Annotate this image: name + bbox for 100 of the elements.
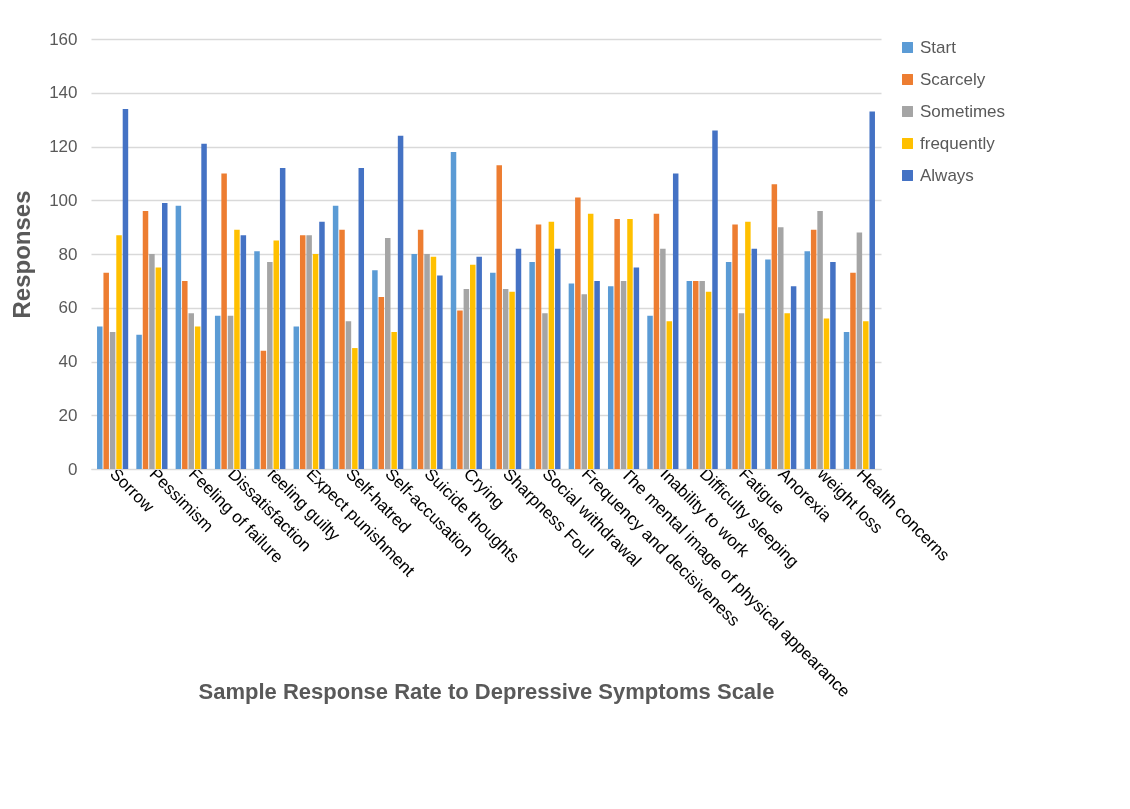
bar bbox=[234, 229, 240, 469]
bar bbox=[437, 275, 443, 469]
bar bbox=[149, 254, 155, 469]
bar bbox=[97, 326, 103, 469]
bar bbox=[109, 331, 116, 469]
bar bbox=[384, 237, 391, 469]
bar bbox=[293, 326, 300, 469]
y-tick-label: 140 bbox=[49, 83, 78, 103]
bar bbox=[830, 262, 836, 469]
bar bbox=[633, 267, 640, 469]
bar bbox=[542, 313, 548, 469]
bar bbox=[660, 248, 666, 469]
bar bbox=[424, 254, 430, 469]
bar bbox=[502, 288, 509, 469]
bar bbox=[620, 280, 627, 469]
legend-label: Sometimes bbox=[920, 101, 1006, 121]
legend-label: frequently bbox=[920, 133, 996, 153]
y-tick-label: 0 bbox=[68, 459, 78, 479]
bar bbox=[240, 235, 247, 469]
bar bbox=[843, 331, 850, 469]
bar bbox=[378, 297, 385, 469]
bar bbox=[869, 111, 875, 469]
bar bbox=[457, 310, 463, 469]
bar bbox=[411, 254, 417, 469]
bar bbox=[535, 224, 542, 469]
bar bbox=[778, 227, 784, 469]
bar bbox=[430, 256, 437, 469]
bar bbox=[548, 221, 555, 469]
bar bbox=[188, 313, 194, 469]
bar bbox=[397, 135, 404, 469]
bar bbox=[496, 165, 502, 469]
y-axis-title: Responses bbox=[8, 190, 36, 319]
bar bbox=[699, 280, 705, 469]
bar bbox=[182, 280, 188, 469]
bar bbox=[817, 211, 823, 469]
legend-label: Always bbox=[920, 165, 974, 185]
bar bbox=[823, 318, 830, 469]
y-tick-label: 120 bbox=[49, 137, 78, 156]
bar bbox=[568, 283, 575, 469]
bar bbox=[470, 264, 476, 469]
bar bbox=[509, 291, 515, 469]
bar bbox=[476, 256, 482, 469]
y-tick-label: 20 bbox=[58, 405, 78, 425]
bar bbox=[810, 229, 817, 469]
bar bbox=[804, 251, 810, 469]
bar bbox=[201, 143, 207, 469]
bar bbox=[267, 262, 273, 469]
bar bbox=[686, 280, 693, 469]
bar bbox=[391, 331, 397, 469]
bar bbox=[450, 151, 457, 469]
bar bbox=[214, 315, 221, 469]
x-axis-title: Sample Response Rate to Depressive Symptoms Scale bbox=[198, 678, 775, 704]
bar bbox=[575, 197, 581, 469]
y-tick-label: 100 bbox=[49, 190, 78, 210]
legend-label: Start bbox=[920, 37, 957, 57]
bar bbox=[555, 248, 561, 469]
bar bbox=[155, 267, 162, 469]
bar bbox=[345, 321, 352, 469]
bar bbox=[725, 262, 732, 469]
bar bbox=[515, 248, 522, 469]
bar bbox=[581, 294, 588, 469]
bar bbox=[607, 286, 614, 469]
bar bbox=[358, 168, 365, 469]
bar bbox=[254, 251, 260, 469]
y-tick-label: 40 bbox=[58, 352, 78, 371]
bar bbox=[738, 313, 745, 469]
bar bbox=[372, 270, 378, 469]
bar bbox=[594, 280, 600, 469]
bar bbox=[319, 221, 325, 469]
bar bbox=[765, 259, 771, 469]
bar bbox=[850, 272, 856, 469]
bar bbox=[103, 272, 109, 469]
bar bbox=[771, 184, 778, 469]
bar bbox=[352, 348, 358, 469]
bar bbox=[175, 205, 182, 469]
bar bbox=[463, 288, 470, 469]
bar bbox=[587, 213, 594, 469]
bar bbox=[672, 173, 679, 469]
bar bbox=[227, 315, 234, 469]
legend-label: Scarcely bbox=[920, 69, 986, 89]
bar bbox=[221, 173, 227, 469]
bar bbox=[666, 321, 673, 469]
bar bbox=[745, 221, 751, 469]
bar bbox=[712, 130, 718, 469]
bar bbox=[339, 229, 345, 469]
bar bbox=[790, 286, 797, 469]
bar bbox=[306, 235, 312, 469]
bar bbox=[116, 235, 122, 469]
bar bbox=[142, 211, 149, 469]
bar bbox=[332, 205, 339, 469]
bar bbox=[279, 168, 286, 469]
bar bbox=[194, 326, 201, 469]
bar bbox=[122, 108, 129, 469]
bar bbox=[273, 240, 279, 469]
bar bbox=[299, 235, 306, 469]
bar bbox=[705, 291, 712, 469]
y-tick-label: 80 bbox=[58, 244, 78, 264]
y-tick-label: 60 bbox=[58, 298, 78, 318]
bar bbox=[529, 262, 535, 469]
bar bbox=[312, 254, 319, 469]
